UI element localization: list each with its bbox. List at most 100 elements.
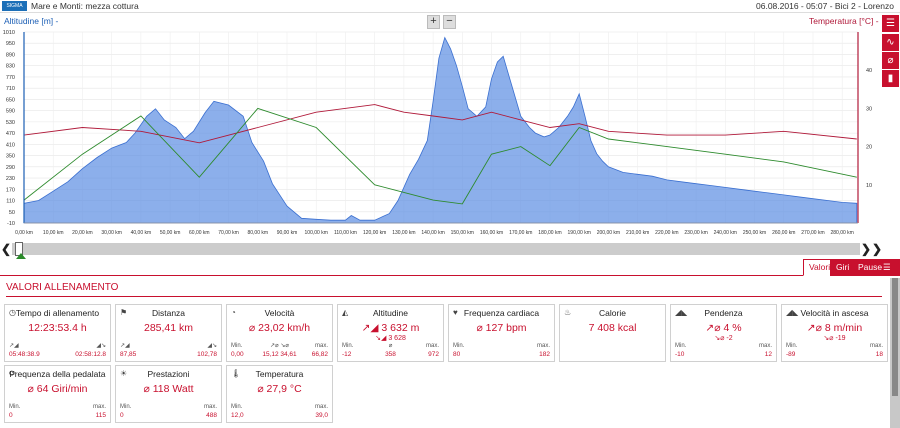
stat-card-title: Temperatura	[255, 369, 304, 379]
stat-max-value: 972	[428, 351, 439, 358]
x-tick-label: 150,00 km	[451, 230, 474, 236]
x-tick-label: 250,00 km	[743, 230, 766, 236]
stat-min-value: 0,00	[231, 351, 244, 358]
y-left-tick-label: 830	[6, 64, 15, 70]
x-tick-label: 200,00 km	[597, 230, 620, 236]
stat-min-label: ↗◢	[120, 343, 130, 349]
line-chart-icon[interactable]: ∿	[882, 34, 899, 51]
stat-card-value: 285,41 km	[143, 322, 194, 334]
clock-icon: ◷	[9, 308, 16, 317]
stat-mid-label: ↗⌀ ↘⌀	[270, 343, 289, 349]
stat-max-value: 12	[764, 351, 772, 358]
stat-card[interactable]: ◔ Velocità ⌀ 23,02 km/h Min. ↗⌀ ↘⌀ max. 0,00 15…	[226, 304, 333, 362]
stat-min-label: Min.	[231, 404, 243, 410]
y-right-tick-label: 20	[866, 145, 872, 151]
thermometer-icon: 🌡	[231, 369, 242, 378]
section-divider	[6, 296, 882, 297]
stat-min-value: -10	[675, 351, 685, 358]
stat-min-label: ↗◢	[9, 343, 19, 349]
bar-chart-icon[interactable]: ▮	[882, 70, 899, 87]
stat-card-value: ↗◢ 3 632 m	[361, 322, 420, 334]
left-axis-title[interactable]: Altitudine [m] -	[4, 16, 59, 26]
stat-mid-value: 15,12 34,61	[262, 351, 297, 358]
stat-max-label: max.	[869, 343, 883, 349]
scroll-right-icon[interactable]: ❯	[861, 242, 872, 256]
altitude-area	[23, 36, 858, 224]
top-bar: SIGMA Mare e Monti: mezza cottura 06.08.…	[0, 0, 900, 13]
stat-card[interactable]: ♨ Calorie 7 408 kcal	[559, 304, 666, 362]
x-tick-label: 120,00 km	[363, 230, 386, 236]
stat-min-label: Min.	[786, 343, 798, 349]
x-tick-label: 70,00 km	[218, 230, 239, 236]
x-tick-label: 280,00 km	[831, 230, 854, 236]
altitude-chart[interactable]: 1010 950 890 830 770 710 650 590 530 470 410 350 290…	[0, 30, 880, 240]
average-icon[interactable]: ⌀	[882, 52, 899, 69]
stat-mid-label: ⌀	[388, 343, 393, 349]
y-left-tick-label: 890	[6, 52, 15, 58]
scroll-left-icon[interactable]: ❮	[1, 242, 12, 256]
stat-min-label: Min.	[120, 404, 132, 410]
stat-card-title: Altitudine	[373, 308, 408, 318]
navigator-track[interactable]	[12, 243, 860, 255]
stat-card-value: ⌀ 23,02 km/h	[248, 322, 311, 334]
stat-max-value: 115	[95, 412, 106, 419]
y-left-tick-label: 950	[6, 41, 15, 47]
flame-icon: ♨	[564, 308, 572, 317]
workout-title: Mare e Monti: mezza cottura	[31, 1, 139, 11]
stat-card-title: Frequenza cardiaca	[463, 308, 540, 318]
scrollbar-thumb[interactable]	[892, 278, 898, 396]
position-marker-icon	[16, 253, 26, 259]
stat-min-value: -12	[342, 351, 352, 358]
menu-icon[interactable]: ☰	[882, 259, 900, 276]
stat-max-value: 18	[875, 351, 883, 358]
stat-min-label: Min.	[342, 343, 354, 349]
list-view-icon[interactable]: ☰	[882, 15, 899, 32]
stat-card-value: ↗⌀ 8 m/min	[806, 322, 863, 334]
x-tick-label: 40,00 km	[131, 230, 152, 236]
mountain-icon: ◭	[342, 308, 349, 317]
y-left-tick-label: 350	[6, 154, 15, 160]
zoom-in-button[interactable]: +	[427, 15, 440, 29]
y-right-tick-label: 10	[866, 183, 872, 189]
x-tick-label: 190,00 km	[568, 230, 591, 236]
stat-card[interactable]: ⚑ Distanza 285,41 km ↗◢ ◢↘ 87,85 102,78	[115, 304, 222, 362]
stat-min-value: 87,85	[120, 351, 137, 358]
stat-card[interactable]: ◢◣ Pendenza ↗⌀ 4 % ↘⌀ -2 Min. max. -10 12	[670, 304, 777, 362]
scroll-right-end-icon[interactable]: ❯	[872, 242, 883, 256]
stat-card-title: Calorie	[599, 308, 626, 318]
y-left-tick-label: 170	[6, 187, 15, 193]
stat-max-label: max.	[758, 343, 772, 349]
stat-min-label: Min.	[231, 343, 243, 349]
stat-card[interactable]: ◢◣ Velocità in ascesa ↗⌀ 8 m/min ↘⌀ -19 Min.…	[781, 304, 888, 362]
x-tick-label: 260,00 km	[772, 230, 795, 236]
distance-icon: ⚑	[120, 308, 128, 317]
stat-card-subvalue: ↘⌀ -2	[714, 335, 733, 342]
chart-navigator[interactable]: ❮ ❯ ❯	[0, 240, 900, 259]
stat-card[interactable]: ◭ Altitudine ↗◢ 3 632 m ↘◢ 3 628 Min. ⌀ max. -1…	[337, 304, 444, 362]
stat-min-value: 05:48:38.9	[9, 351, 40, 358]
stat-card[interactable]: ☀ Prestazioni ⌀ 118 Watt Min. max. 0 488	[115, 365, 222, 423]
stat-min-value: 0	[9, 412, 13, 419]
stat-card-title: Velocità in ascesa	[800, 308, 869, 318]
stat-card-value: ⌀ 64 Giri/min	[27, 383, 88, 395]
x-tick-label: 20,00 km	[72, 230, 93, 236]
stat-max-label: max.	[536, 343, 550, 349]
y-right-tick-label: 30	[866, 106, 872, 112]
y-right-tick-label: 40	[866, 68, 872, 74]
x-tick-label: 220,00 km	[655, 230, 678, 236]
x-tick-label: 160,00 km	[480, 230, 503, 236]
stat-max-label: max.	[425, 343, 439, 349]
right-axis-title[interactable]: Temperatura [°C] -	[809, 16, 879, 26]
zoom-out-button[interactable]: −	[443, 15, 456, 29]
stat-card[interactable]: ♥ Frequenza cardiaca ⌀ 127 bpm Min. max. 80 18…	[448, 304, 555, 362]
app-logo: SIGMA	[2, 1, 27, 11]
stat-card-value: ⌀ 27,9 °C	[257, 383, 302, 395]
stat-card[interactable]: ◷ Tempo di allenamento 12:23:53.4 h ↗◢ ◢↘ 05:…	[4, 304, 111, 362]
stat-min-label: Min.	[9, 404, 21, 410]
scrollbar[interactable]	[890, 278, 900, 428]
stat-card[interactable]: ⟳ Frequenza della pedalata ⌀ 64 Giri/min Mi…	[4, 365, 111, 423]
stat-max-value: 39,0	[315, 412, 328, 419]
stat-card[interactable]: 🌡 Temperatura ⌀ 27,9 °C Min. max. 12,0 39,0	[226, 365, 333, 423]
y-left-tick-label: 710	[6, 86, 15, 92]
tab-bar: Valori Giri Pause ☰	[0, 258, 900, 276]
